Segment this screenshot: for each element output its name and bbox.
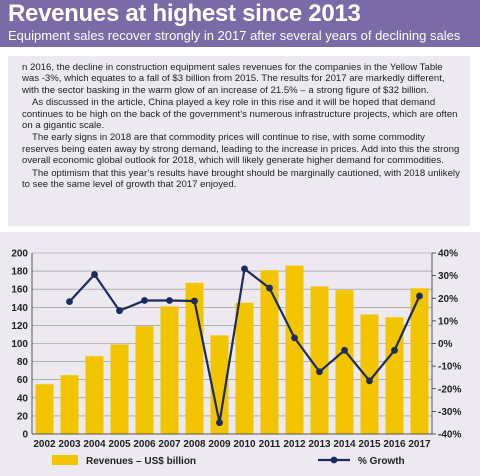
right-tick-label: 40%	[438, 249, 458, 260]
right-tick-label: 30%	[438, 271, 458, 282]
x-tick-label: 2007	[158, 439, 181, 450]
left-tick-label: 80	[17, 357, 29, 368]
right-tick-label: -30%	[438, 407, 461, 418]
left-tick-label: 40	[17, 393, 29, 404]
article-body: n 2016, the decline in construction equi…	[22, 62, 462, 191]
left-tick-label: 20	[17, 411, 29, 422]
legend-label-growth: % Growth	[358, 456, 405, 467]
right-tick-label: -20%	[438, 384, 461, 395]
x-tick-label: 2009	[208, 439, 231, 450]
x-tick-label: 2015	[358, 439, 381, 450]
legend-swatch-growth-point	[330, 456, 338, 464]
growth-point	[116, 307, 123, 315]
x-tick-label: 2008	[183, 439, 206, 450]
right-tick-label: -10%	[438, 362, 461, 373]
revenue-bar	[135, 326, 154, 434]
revenue-bar	[85, 356, 104, 434]
x-tick-label: 2013	[308, 439, 331, 450]
revenue-bar	[160, 306, 179, 434]
article-paragraph: n 2016, the decline in construction equi…	[22, 62, 445, 96]
growth-point	[241, 265, 248, 273]
article-paragraph: The early signs in 2018 are that commodi…	[22, 132, 460, 167]
left-tick-label: 200	[11, 249, 28, 260]
growth-point	[291, 334, 298, 342]
growth-point	[366, 377, 373, 385]
growth-point	[216, 419, 223, 427]
right-tick-label: -40%	[438, 430, 461, 441]
left-tick-label: 180	[11, 267, 28, 278]
revenue-bar	[410, 288, 429, 434]
right-tick-label: 10%	[438, 316, 458, 327]
revenue-bar	[235, 302, 254, 434]
growth-point	[166, 297, 173, 304]
revenue-bar	[210, 335, 229, 434]
x-tick-label: 2004	[83, 439, 106, 450]
left-tick-label: 140	[11, 303, 28, 314]
growth-point	[66, 298, 73, 306]
growth-point	[391, 346, 398, 354]
growth-point	[341, 346, 348, 354]
chart-panel: 0 20 40 60 80 100 120 140 160 180 200 -40% -30% -20% -…	[0, 232, 480, 476]
growth-point	[416, 292, 423, 300]
revenue-bar	[360, 314, 379, 434]
x-tick-label: 2003	[58, 439, 81, 450]
growth-point	[91, 271, 98, 278]
right-tick-label: 20%	[438, 294, 458, 305]
header-banner	[0, 0, 480, 47]
x-tick-label: 2017	[408, 439, 431, 450]
left-tick-label: 160	[11, 285, 28, 296]
revenue-growth-chart: 0 20 40 60 80 100 120 140 160 180 200 -40% -30% -20% -…	[11, 249, 461, 468]
x-tick-label: 2016	[383, 439, 406, 450]
left-tick-label: 60	[17, 375, 29, 386]
right-tick-label: 0%	[438, 339, 453, 350]
article-panel	[8, 56, 470, 226]
revenue-bar	[335, 290, 354, 434]
revenue-bar	[285, 265, 304, 434]
left-tick-label: 120	[11, 321, 28, 332]
x-tick-label: 2014	[333, 439, 356, 450]
revenue-bar	[35, 384, 54, 434]
left-tick-label: 100	[11, 339, 28, 350]
page-subtitle: Equipment sales recover strongly in 2017…	[8, 28, 461, 43]
growth-point	[316, 368, 323, 376]
x-tick-label: 2002	[33, 439, 56, 450]
revenue-bar	[60, 375, 79, 434]
revenue-bar	[110, 344, 129, 434]
growth-point	[266, 284, 273, 292]
x-tick-label: 2011	[259, 439, 281, 450]
article-paragraph: As discussed in the article, China playe…	[22, 97, 458, 132]
x-tick-label: 2006	[133, 439, 156, 450]
revenue-bar	[385, 317, 404, 434]
x-tick-label: 2010	[233, 439, 256, 450]
legend-label-revenues: Revenues – US$ billion	[86, 456, 196, 467]
growth-point	[191, 297, 198, 305]
x-tick-label: 2012	[283, 439, 306, 450]
growth-point	[141, 297, 148, 304]
page-title: Revenues at highest since 2013	[8, 0, 361, 27]
legend-swatch-revenues	[52, 455, 78, 465]
x-tick-label: 2005	[108, 439, 131, 450]
article-paragraph: The optimism that this year’s results ha…	[22, 167, 460, 191]
left-tick-label: 0	[22, 430, 28, 441]
revenue-bar	[310, 286, 329, 434]
revenue-bar	[260, 270, 279, 434]
